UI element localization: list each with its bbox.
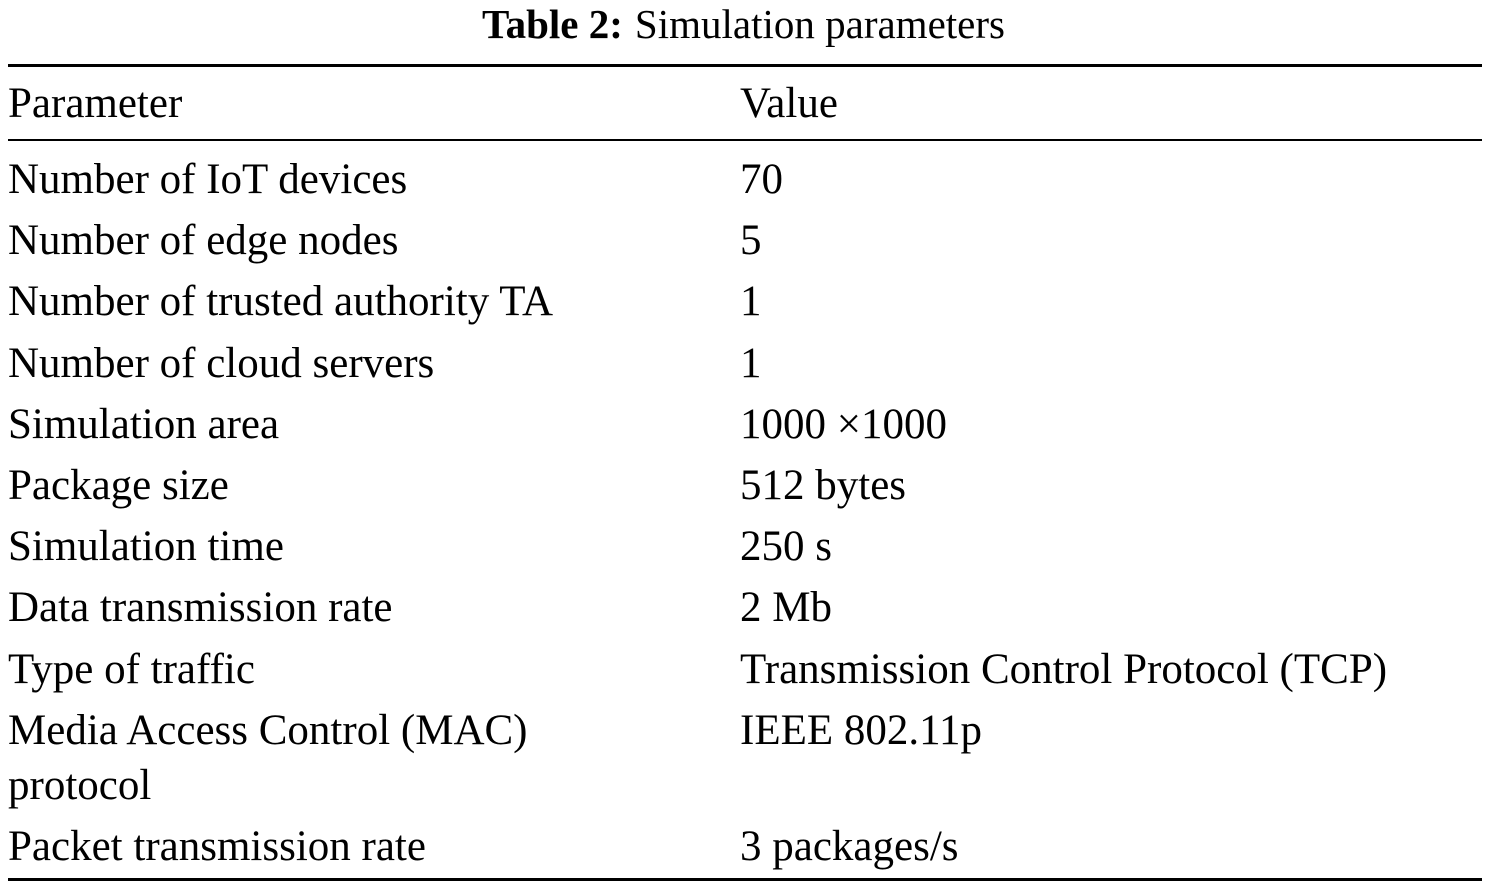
parameter-cell: Simulation time — [8, 523, 284, 571]
parameter-cell: Number of IoT devices — [8, 156, 408, 203]
value-cell: 5 — [740, 217, 762, 265]
table-row: Simulation area 1000 ×1000 — [0, 397, 1487, 458]
value-cell: 3 packages/s — [740, 822, 959, 870]
table-row: Simulation time 250 s — [0, 519, 1487, 580]
table-row: Number of trusted authority TA 1 — [0, 274, 1487, 335]
table-row: Media Access Control (MAC) protocol IEEE… — [0, 703, 1487, 819]
value-cell: 1 — [740, 278, 762, 326]
table-header: Parameter Value — [0, 76, 1487, 132]
column-header-value: Value — [740, 80, 838, 127]
bottom-rule — [8, 878, 1482, 881]
column-header-parameter: Parameter — [8, 80, 183, 127]
table-row: Packet transmission rate 3 packages/s — [0, 819, 1487, 880]
table-title: Simulation parameters — [634, 1, 1005, 47]
table-row: Number of edge nodes 5 — [0, 213, 1487, 274]
parameter-cell: Number of trusted authority TA — [8, 278, 554, 326]
table-row: Number of cloud servers 1 — [0, 336, 1487, 397]
value-cell: 512 bytes — [740, 461, 907, 509]
value-cell: 1 — [740, 339, 762, 387]
value-cell: 2 Mb — [740, 584, 832, 632]
table-row: Type of traffic Transmission Control Pro… — [0, 642, 1487, 703]
parameter-cell: Number of cloud servers — [8, 339, 435, 387]
parameter-cell: Number of edge nodes — [8, 217, 399, 265]
parameter-cell: Data transmission rate — [8, 584, 393, 632]
table-caption: Table 2: Simulation parameters — [0, 0, 1487, 48]
parameter-cell: Package size — [8, 461, 229, 509]
table-row: Data transmission rate 2 Mb — [0, 580, 1487, 641]
value-cell: Transmission Control Protocol (TCP) — [740, 645, 1388, 693]
parameter-cell: Type of traffic — [8, 645, 255, 693]
top-rule — [8, 64, 1482, 67]
table-body: Number of IoT devices 70 Number of edge … — [0, 152, 1487, 880]
parameter-cell: Simulation area — [8, 400, 280, 448]
value-cell: 70 — [740, 156, 783, 203]
value-cell: IEEE 802.11p — [740, 706, 983, 754]
table-row: Number of IoT devices 70 — [0, 152, 1487, 213]
value-cell: 250 s — [740, 523, 832, 571]
parameter-cell: Packet transmission rate — [8, 822, 426, 870]
table-label: Table 2: — [482, 1, 623, 47]
table-row: Package size 512 bytes — [0, 458, 1487, 519]
header-rule — [8, 139, 1482, 141]
value-cell: 1000 ×1000 — [740, 400, 948, 448]
parameter-cell: Media Access Control (MAC) protocol — [8, 706, 528, 809]
